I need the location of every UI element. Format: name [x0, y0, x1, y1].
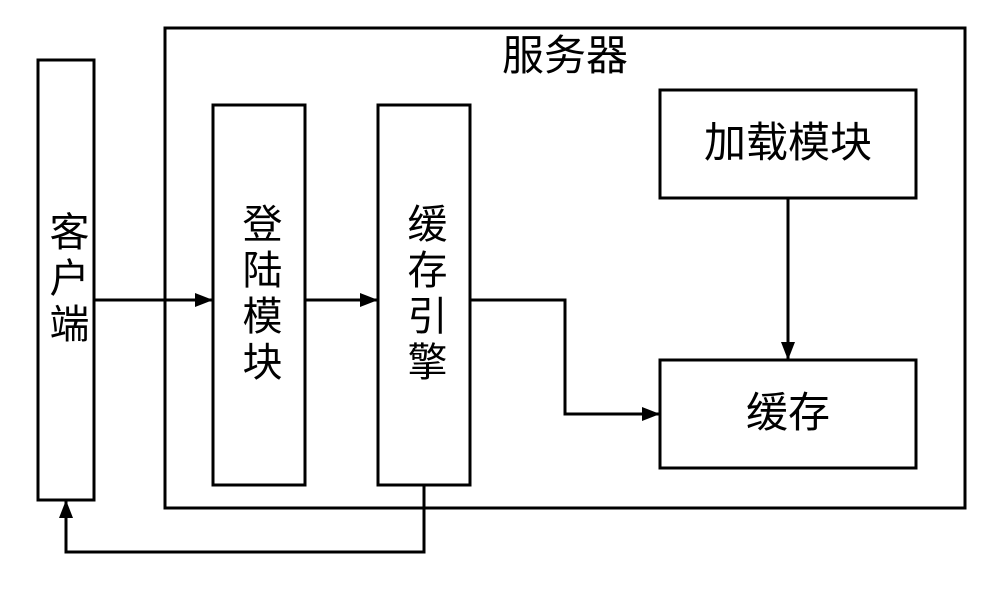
server-title: 服务器	[502, 34, 628, 80]
arrowhead-login-cache_eng	[360, 293, 378, 307]
edge-cache_eng-cache	[470, 300, 660, 414]
load-module-label: 加载模块	[704, 121, 872, 167]
edge-cache_eng-client	[66, 485, 424, 552]
login-module-label: 登陆模块	[237, 203, 282, 387]
arrowhead-client-login	[195, 293, 213, 307]
arrowhead-load_mod-cache	[781, 342, 795, 360]
arrowhead-cache_eng-client	[59, 500, 73, 518]
client-label: 客户端	[44, 211, 89, 349]
cache-label: 缓存	[746, 391, 830, 437]
cache-engine-label: 缓存引擎	[402, 203, 447, 387]
server-container	[165, 28, 965, 508]
arrowhead-cache_eng-cache	[642, 407, 660, 421]
